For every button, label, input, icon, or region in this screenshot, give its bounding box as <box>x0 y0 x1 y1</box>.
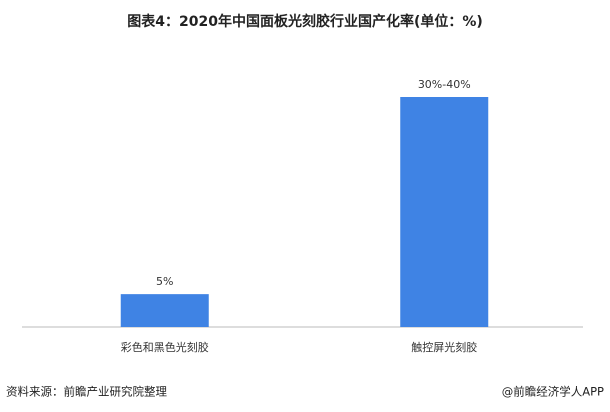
bar <box>400 97 489 327</box>
source: 资料来源：前瞻产业研究院整理 <box>6 385 167 399</box>
x-tick-label: 彩色和黑色光刻胶 <box>121 340 209 354</box>
x-tick-label: 触控屏光刻胶 <box>411 340 477 354</box>
value-label: 30%-40% <box>418 78 471 91</box>
value-label: 5% <box>156 275 173 288</box>
chart-title: 图表4：2020年中国面板光刻胶行业国产化率(单位：%) <box>127 13 483 30</box>
credit: @前瞻经济学人APP <box>502 385 604 399</box>
bar <box>120 294 209 327</box>
